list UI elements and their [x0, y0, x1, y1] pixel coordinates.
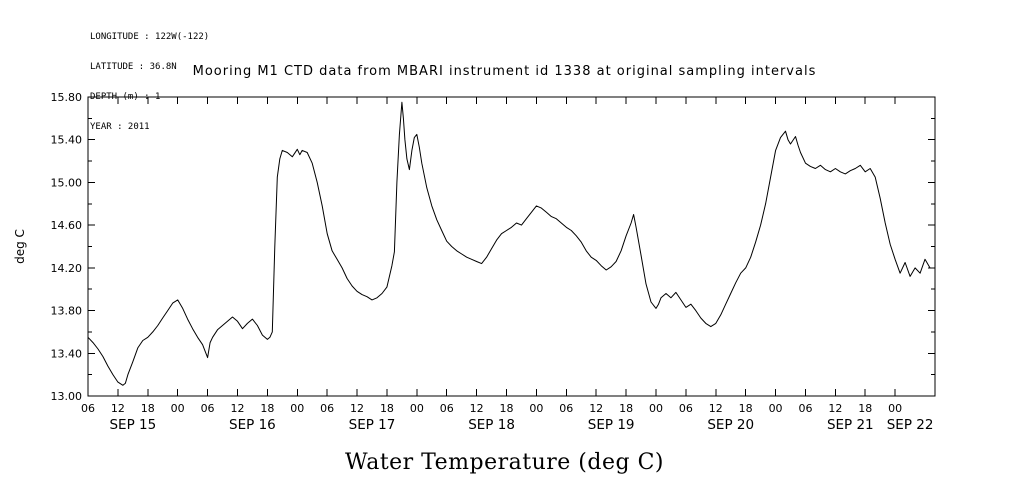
svg-text:18: 18	[380, 402, 394, 415]
svg-text:SEP 18: SEP 18	[468, 417, 515, 433]
svg-text:14.20: 14.20	[51, 262, 83, 275]
chart-title: Mooring M1 CTD data from MBARI instrumen…	[192, 64, 817, 79]
svg-text:06: 06	[320, 402, 334, 415]
svg-text:18: 18	[739, 402, 753, 415]
svg-text:SEP 21: SEP 21	[827, 417, 874, 433]
svg-text:06: 06	[798, 402, 812, 415]
metadata-longitude: LONGITUDE : 122W(-122)	[90, 32, 210, 42]
svg-text:12: 12	[589, 402, 603, 415]
svg-text:SEP 20: SEP 20	[707, 417, 754, 433]
svg-text:SEP 16: SEP 16	[229, 417, 276, 433]
svg-text:12: 12	[709, 402, 723, 415]
svg-text:15.40: 15.40	[51, 134, 83, 147]
svg-text:SEP 17: SEP 17	[349, 417, 396, 433]
x-axis-day-labels: SEP 15 SEP 16 SEP 17 SEP 18 SEP 19 SEP 20 SEP …	[109, 417, 933, 433]
svg-text:12: 12	[111, 402, 125, 415]
svg-text:18: 18	[260, 402, 274, 415]
svg-text:12: 12	[350, 402, 364, 415]
svg-text:15.80: 15.80	[51, 91, 83, 104]
temperature-series-line	[87, 101, 931, 386]
svg-text:06: 06	[679, 402, 693, 415]
svg-text:SEP 19: SEP 19	[588, 417, 635, 433]
svg-text:00: 00	[769, 402, 783, 415]
plot-frame	[87, 96, 936, 397]
svg-text:SEP 22: SEP 22	[887, 417, 934, 433]
svg-text:06: 06	[559, 402, 573, 415]
svg-text:12: 12	[470, 402, 484, 415]
svg-text:00: 00	[410, 402, 424, 415]
svg-text:12: 12	[230, 402, 244, 415]
metadata-year: YEAR : 2011	[90, 122, 150, 132]
svg-text:15.00: 15.00	[51, 176, 83, 189]
svg-text:06: 06	[440, 402, 454, 415]
svg-text:00: 00	[888, 402, 902, 415]
svg-text:SEP 15: SEP 15	[109, 417, 156, 433]
svg-text:18: 18	[141, 402, 155, 415]
svg-text:12: 12	[828, 402, 842, 415]
y-axis-label: deg C	[13, 229, 27, 264]
svg-text:13.40: 13.40	[51, 347, 83, 360]
svg-text:00: 00	[171, 402, 185, 415]
metadata-latitude: LATITUDE : 36.8N	[90, 62, 177, 72]
svg-text:18: 18	[619, 402, 633, 415]
x-axis-ticks: 06 12 18 00 06 12 18 00 06 12 18 00 06 12 18 00 06 12 18 00…	[81, 97, 902, 415]
svg-text:18: 18	[858, 402, 872, 415]
svg-text:18: 18	[500, 402, 514, 415]
svg-text:13.80: 13.80	[51, 305, 83, 318]
svg-text:13.00: 13.00	[51, 390, 83, 403]
svg-text:00: 00	[649, 402, 663, 415]
svg-text:06: 06	[201, 402, 215, 415]
svg-text:00: 00	[290, 402, 304, 415]
y-axis-ticks: 13.00 13.40 13.80 14.20 14.60 15.00 15.40 15.80	[51, 91, 935, 403]
svg-text:06: 06	[81, 402, 95, 415]
svg-text:00: 00	[529, 402, 543, 415]
chart-caption: Water Temperature (deg C)	[345, 450, 664, 475]
svg-text:14.60: 14.60	[51, 219, 83, 232]
